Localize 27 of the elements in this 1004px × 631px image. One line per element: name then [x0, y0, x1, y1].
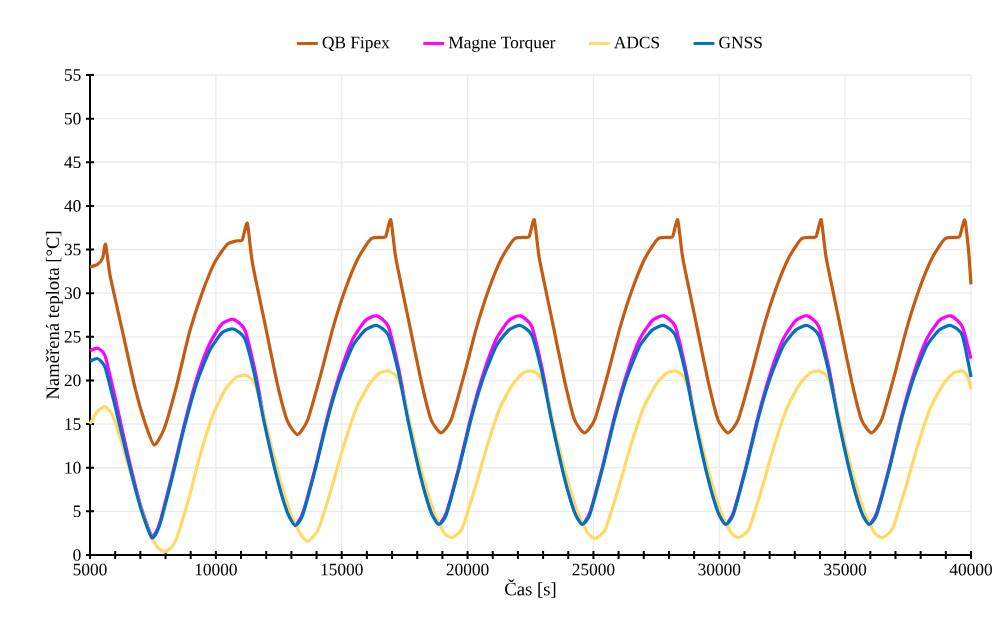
y-tick-label: 10 [65, 461, 81, 474]
y-tick-label: 20 [64, 374, 81, 387]
legend-label: QB Fipex [322, 36, 390, 52]
y-tick-label: 25 [64, 330, 81, 343]
y-axis-title: Naměřená teplota [°C] [45, 231, 63, 400]
x-tick-label: 30000 [698, 563, 741, 576]
y-tick-label: 30 [64, 287, 81, 300]
x-tick-label: 25000 [572, 563, 615, 576]
x-tick-label: 15000 [321, 563, 363, 576]
line-series [88, 218, 973, 447]
x-tick-label: 5000 [73, 563, 107, 576]
legend-label: Magne Torquer [448, 36, 556, 52]
legend-label: ADCS [614, 36, 659, 49]
x-axis-title: Čas [s] [505, 579, 556, 598]
x-tick-label: 20000 [446, 563, 489, 576]
y-tick-label: 5 [73, 505, 81, 518]
y-tick-label: 50 [64, 112, 81, 125]
y-tick-label: 0 [73, 549, 81, 561]
x-tick-label: 35000 [824, 563, 867, 576]
y-tick-label: 15 [65, 418, 81, 430]
y-tick-label: 55 [64, 69, 81, 81]
x-tick-label: 10000 [195, 563, 237, 576]
y-tick-label: 35 [64, 243, 81, 256]
y-tick-label: 45 [64, 156, 81, 169]
y-tick-label: 40 [64, 200, 81, 212]
x-tick-label: 40000 [949, 563, 992, 576]
legend-label: GNSS [719, 36, 762, 49]
